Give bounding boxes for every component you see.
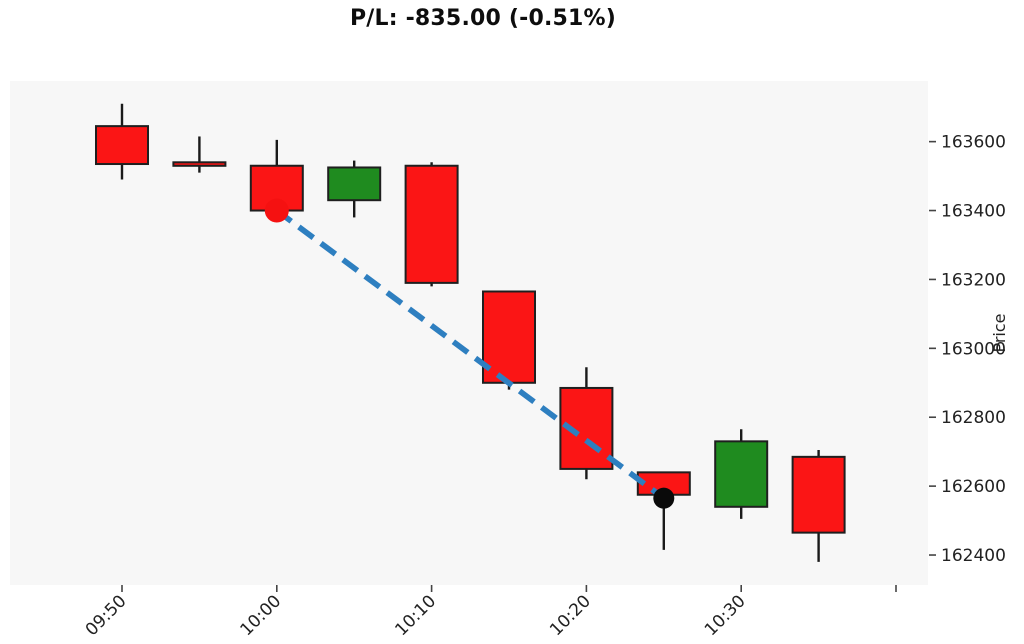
candle-09:55: [172, 136, 227, 173]
trade-exit-marker: [653, 487, 675, 509]
trade-entry-marker: [264, 198, 289, 223]
x-axis: 09:50 10:00 10:10 10:20 10:30: [82, 585, 897, 640]
candle-body: [482, 290, 536, 384]
y-tick-label: 163000: [941, 339, 1006, 359]
candle-10:15: [482, 290, 536, 390]
x-tick-label: 10:10: [391, 591, 440, 640]
candle-body: [404, 164, 459, 284]
candle-10:05: [327, 160, 382, 218]
candle-body: [95, 125, 149, 166]
y-tick-label: 162800: [941, 408, 1006, 428]
x-tick-label: 09:50: [82, 591, 131, 640]
candle-10:30: [714, 429, 769, 519]
y-tick-label: 162600: [941, 477, 1006, 497]
x-tick-label: 10:20: [546, 591, 595, 640]
plot-area: [10, 81, 928, 585]
y-tick-label: 163400: [941, 202, 1006, 222]
y-tick-label: 162400: [941, 546, 1006, 566]
candles: [95, 103, 846, 562]
x-tick-label: 10:30: [701, 591, 750, 640]
y-tick-label: 163600: [941, 133, 1006, 153]
candle-body: [172, 161, 227, 167]
y-axis-title: Price: [990, 313, 1009, 352]
y-axis: 162400 162600 162800 163000 163200 163400 1636…: [929, 133, 1009, 566]
candle-09:50: [95, 103, 149, 180]
chart-title: P/L: -835.00 (-0.51%): [349, 6, 617, 31]
candle-body: [791, 455, 846, 534]
y-tick-label: 163200: [941, 270, 1006, 290]
candle-body: [327, 166, 382, 202]
trade-line: [275, 208, 666, 501]
candle-10:10: [404, 162, 459, 287]
x-tick-label: 10:00: [237, 591, 286, 640]
candle-body: [714, 440, 769, 508]
candle-10:35: [791, 449, 846, 562]
